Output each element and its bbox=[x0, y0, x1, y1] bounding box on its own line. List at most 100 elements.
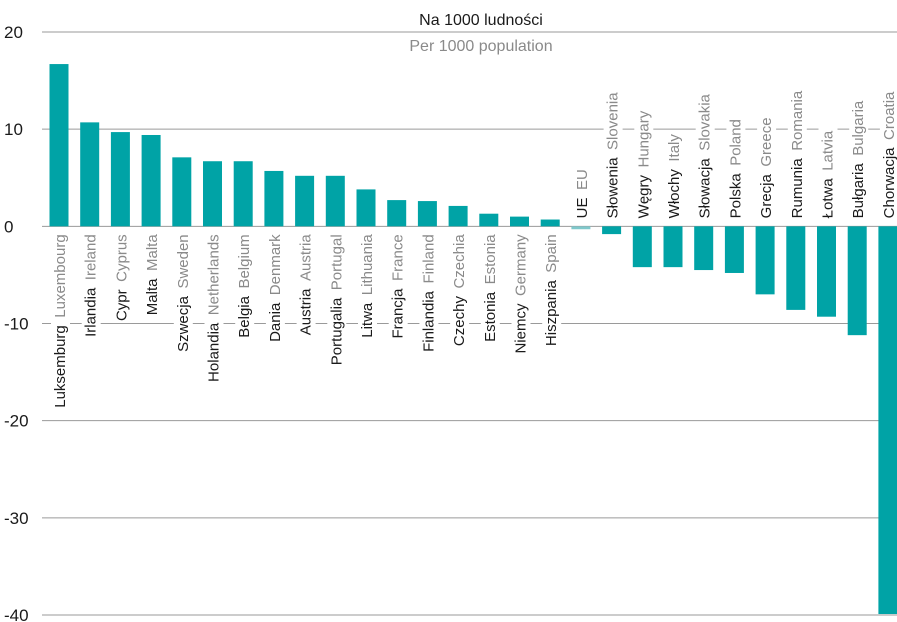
category-label-en: Estonia bbox=[482, 234, 499, 285]
category-label: Litwa Lithuania bbox=[359, 234, 376, 338]
y-tick-label: -20 bbox=[4, 412, 29, 431]
category-label-en: France bbox=[390, 234, 407, 281]
category-label: Słowacja Slovakia bbox=[697, 93, 714, 218]
label-background bbox=[296, 231, 316, 338]
bar bbox=[448, 205, 468, 227]
category-label-pl: Grecja bbox=[758, 167, 775, 219]
category-label-pl: Holandia bbox=[206, 315, 223, 382]
category-label: Belgia Belgium bbox=[236, 234, 253, 337]
category-label: Holandia Netherlands bbox=[206, 234, 223, 382]
label-background bbox=[419, 232, 439, 354]
category-label: Rumunia Romania bbox=[789, 90, 806, 218]
category-label: Estonia Estonia bbox=[482, 234, 499, 342]
chart-subtitle: Per 1000 population bbox=[409, 38, 552, 55]
category-label-pl: Słowacja bbox=[697, 151, 714, 219]
chart-title: Na 1000 ludności bbox=[419, 12, 543, 29]
category-label-en: Netherlands bbox=[206, 234, 223, 315]
category-label: Grecja Greece bbox=[758, 117, 775, 218]
label-background bbox=[757, 115, 777, 221]
category-label: Finlandia Finland bbox=[420, 234, 437, 352]
category-label-en: Italy bbox=[666, 134, 683, 162]
category-label-pl: Słowenia bbox=[605, 150, 622, 218]
category-label-pl: Szwecja bbox=[175, 289, 192, 352]
y-tick-label: 10 bbox=[4, 120, 23, 139]
category-label: Węgry Hungary bbox=[635, 110, 652, 218]
bar bbox=[694, 226, 714, 271]
category-label: Słowenia Slovenia bbox=[605, 92, 622, 219]
bar bbox=[632, 226, 652, 268]
category-label-pl: Niemcy bbox=[513, 296, 530, 354]
category-label-en: Belgium bbox=[236, 234, 253, 288]
label-background bbox=[818, 128, 838, 221]
label-background bbox=[112, 232, 132, 324]
category-label-pl: Łotwa bbox=[820, 171, 837, 219]
label-background bbox=[634, 108, 654, 221]
category-label-pl: Litwa bbox=[359, 295, 376, 338]
category-label-en: Austria bbox=[298, 234, 315, 281]
label-background bbox=[879, 88, 897, 221]
bar bbox=[387, 200, 407, 227]
label-background bbox=[665, 131, 684, 221]
label-background bbox=[235, 232, 255, 340]
category-label-pl: Estonia bbox=[482, 284, 499, 342]
bar bbox=[755, 226, 775, 295]
bar bbox=[724, 226, 744, 273]
category-label-pl: Czechy bbox=[451, 289, 468, 347]
category-label: Cypr Cyprus bbox=[113, 234, 130, 321]
label-background bbox=[542, 232, 562, 349]
bar bbox=[141, 134, 161, 227]
bar bbox=[110, 132, 130, 227]
category-labels: Luksemburg Luxembourg Irlandia Ireland Cyp… bbox=[52, 90, 897, 408]
y-tick-label: -30 bbox=[4, 509, 29, 528]
title-background bbox=[403, 36, 559, 57]
category-label-pl: Portugalia bbox=[328, 290, 345, 365]
label-background bbox=[358, 231, 377, 340]
label-background bbox=[603, 89, 623, 221]
bar bbox=[847, 226, 867, 336]
category-label-pl: Rumunia bbox=[789, 151, 806, 219]
bar bbox=[786, 226, 806, 310]
bar bbox=[878, 226, 897, 615]
bar bbox=[49, 64, 69, 227]
y-axis: 20 10 0 -10 -20 -30 -40 bbox=[4, 23, 29, 622]
category-label-en: Sweden bbox=[175, 234, 192, 288]
category-label-pl: Polska bbox=[727, 166, 744, 219]
label-background bbox=[327, 232, 347, 368]
category-label-pl: Dania bbox=[267, 295, 284, 342]
category-label-en: Lithuania bbox=[359, 234, 376, 296]
category-label: Włochy Italy bbox=[666, 134, 683, 219]
bar bbox=[417, 201, 437, 227]
category-label-pl: UE bbox=[574, 190, 591, 218]
bar bbox=[172, 157, 192, 227]
category-label-pl: Węgry bbox=[635, 167, 652, 218]
category-label: Polska Poland bbox=[727, 119, 744, 218]
category-label-en: Greece bbox=[758, 117, 775, 166]
y-tick-label: 20 bbox=[4, 23, 23, 42]
bar bbox=[233, 161, 253, 227]
category-label: Niemcy Germany bbox=[513, 234, 530, 354]
category-label-en: Poland bbox=[727, 119, 744, 166]
category-label-pl: Malta bbox=[144, 271, 161, 315]
bar bbox=[510, 216, 529, 227]
bar bbox=[479, 213, 499, 227]
category-label-pl: Bułgaria bbox=[850, 156, 867, 219]
bar bbox=[80, 122, 100, 227]
label-background bbox=[388, 232, 408, 341]
category-label: Łotwa Latvia bbox=[820, 130, 837, 218]
bar bbox=[571, 226, 591, 230]
category-label-en: EU bbox=[574, 169, 591, 190]
y-tick-label: 0 bbox=[4, 217, 13, 236]
bar bbox=[817, 226, 836, 317]
title-background bbox=[413, 10, 549, 31]
category-label: Malta Malta bbox=[144, 234, 161, 316]
label-background bbox=[450, 231, 470, 349]
category-label-en: Germany bbox=[513, 234, 530, 296]
y-tick-label: -40 bbox=[4, 606, 29, 622]
bar bbox=[602, 226, 622, 235]
bar bbox=[203, 161, 222, 227]
category-label-en: Cyprus bbox=[113, 234, 130, 282]
category-label: UE EU bbox=[574, 169, 591, 218]
category-label-en: Latvia bbox=[820, 130, 837, 171]
category-label-pl: Irlandia bbox=[83, 280, 100, 337]
label-background bbox=[695, 91, 715, 221]
